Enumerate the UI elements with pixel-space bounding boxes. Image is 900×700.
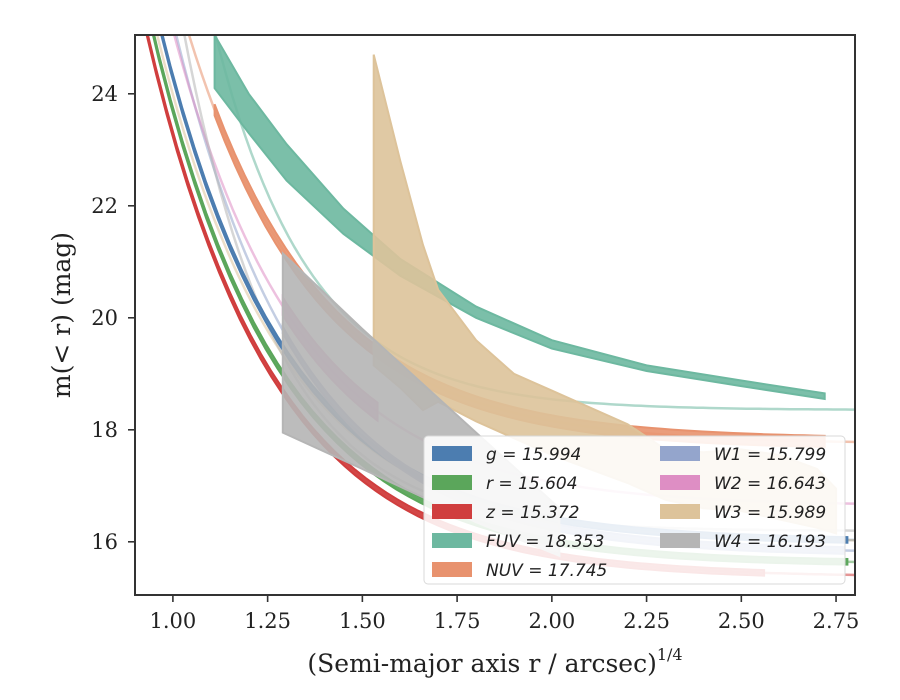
legend-swatch-W1: [660, 446, 700, 461]
x-tick-label: 1.75: [434, 609, 481, 633]
y-tick-label: 18: [91, 418, 118, 442]
legend-swatch-z: [432, 504, 472, 519]
legend-swatch-g: [432, 446, 472, 461]
x-axis-ticks: 1.00 1.25 1.50 1.75 2.00 2.25 2.50 2.75: [150, 595, 860, 633]
x-tick-label: 2.75: [813, 609, 860, 633]
legend-label-r: r = 15.604: [486, 474, 578, 494]
legend-swatch-r: [432, 475, 472, 490]
legend-label-z: z = 15.372: [485, 503, 579, 523]
x-tick-label: 1.00: [150, 609, 197, 633]
y-tick-label: 20: [91, 306, 118, 330]
x-axis-label-main: (Semi-major axis r / arcsec): [307, 649, 656, 678]
x-tick-label: 1.50: [339, 609, 386, 633]
y-axis-label: m(< r) (mag): [47, 232, 76, 398]
legend-swatch-W3: [660, 504, 700, 519]
legend-swatch-FUV: [432, 533, 472, 548]
legend-swatch-NUV: [432, 562, 472, 577]
y-tick-label: 24: [91, 82, 118, 106]
legend-box: [423, 435, 846, 585]
band-FUV: [213, 35, 826, 401]
x-tick-label: 1.25: [244, 609, 291, 633]
plot-frame: [134, 34, 856, 596]
x-tick-label: 2.00: [528, 609, 575, 633]
legend-label-FUV: FUV = 18.353: [486, 532, 604, 552]
legend: g = 15.994 r = 15.604 z = 15.372 FUV = 18.3…: [423, 435, 846, 585]
y-tick-label: 22: [91, 194, 118, 218]
x-axis-label: (Semi-major axis r / arcsec)1/4: [307, 645, 682, 678]
y-tick-label: 16: [91, 530, 118, 554]
x-tick-label: 2.25: [623, 609, 670, 633]
legend-label-W3: W3 = 15.989: [714, 503, 826, 523]
legend-label-NUV: NUV = 17.745: [486, 561, 607, 581]
x-tick-label: 2.50: [718, 609, 765, 633]
legend-swatch-W2: [660, 475, 700, 490]
model-curve-FUV: [214, 35, 855, 411]
legend-label-W4: W4 = 16.193: [714, 532, 826, 552]
legend-label-g: g = 15.994: [486, 445, 581, 465]
legend-swatch-W4: [660, 533, 700, 548]
x-axis-label-exponent: 1/4: [657, 645, 683, 664]
y-axis-ticks: 16 18 20 22 24: [91, 82, 135, 554]
legend-label-W1: W1 = 15.799: [714, 445, 826, 465]
legend-label-W2: W2 = 16.643: [714, 474, 826, 494]
